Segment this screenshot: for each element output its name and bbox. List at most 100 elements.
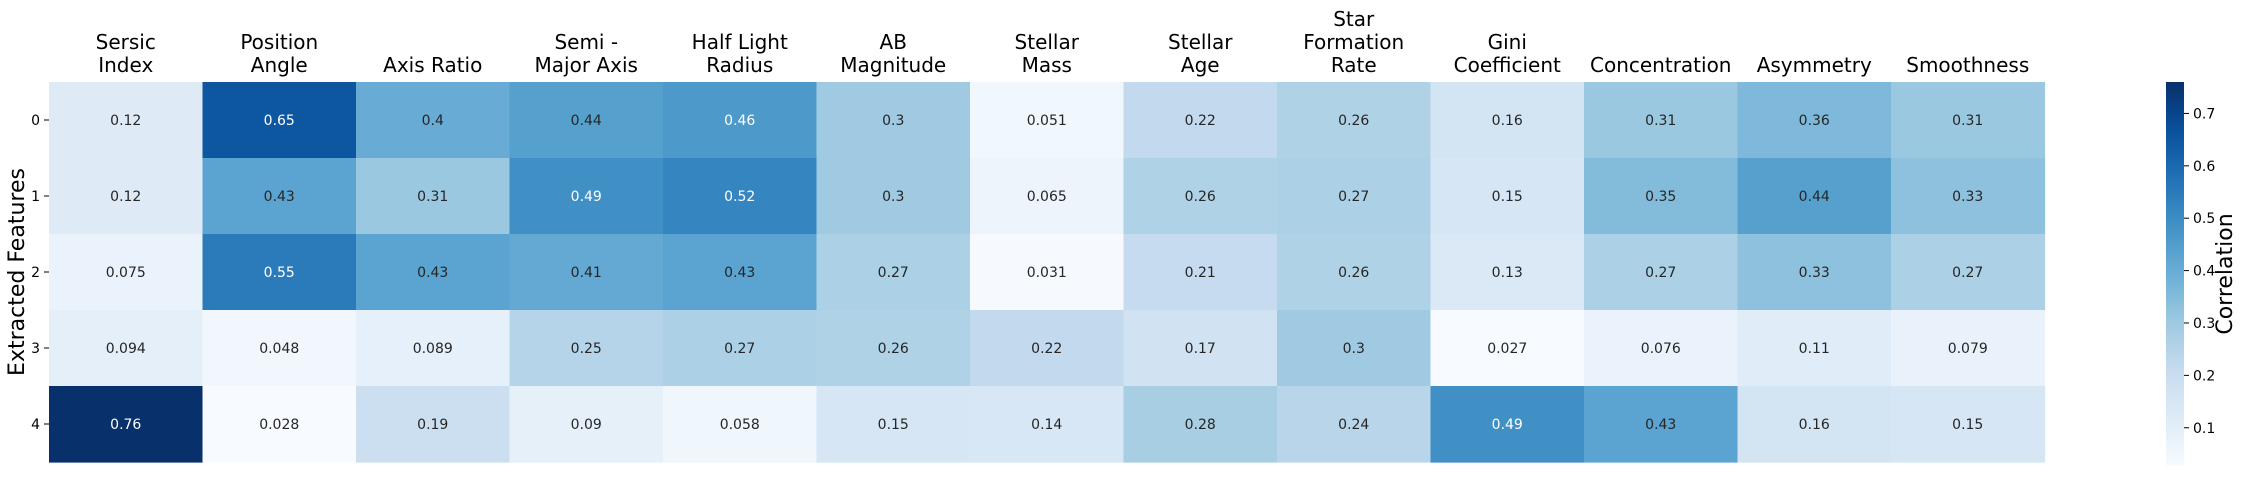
- column-header-label: Age: [1181, 53, 1220, 77]
- cell-value-label: 0.075: [106, 265, 146, 281]
- cell-value-label: 0.65: [264, 113, 295, 129]
- colorbar-tick-label: 0.4: [2193, 264, 2215, 280]
- heatmap-cell: [1277, 310, 1432, 387]
- cell-value-label: 0.26: [1338, 113, 1369, 129]
- cell-value-label: 0.22: [1031, 341, 1062, 357]
- cell-value-label: 0.26: [1185, 189, 1216, 205]
- column-header-label: Magnitude: [840, 53, 946, 77]
- heatmap-cell: [1891, 386, 2046, 463]
- cell-value-label: 0.17: [1185, 341, 1216, 357]
- heatmap-cell: [970, 82, 1125, 159]
- column-header-label: Stellar: [1168, 30, 1233, 54]
- heatmap-cell: [49, 82, 204, 159]
- heatmap-cell: [1891, 82, 2046, 159]
- cell-value-label: 0.44: [1799, 189, 1830, 205]
- column-header-label: Half Light: [692, 30, 788, 54]
- column-header-label: Radius: [706, 53, 773, 77]
- heatmap-cell: [1277, 386, 1432, 463]
- column-header-label: Smoothness: [1906, 53, 2029, 77]
- heatmap-cell: [1277, 234, 1432, 311]
- colorbar-tick-label: 0.5: [2193, 211, 2215, 227]
- cell-value-label: 0.13: [1492, 265, 1523, 281]
- column-header-label: Star: [1333, 7, 1375, 31]
- heatmap-cell: [663, 386, 818, 463]
- cell-value-label: 0.27: [724, 341, 755, 357]
- column-header-label: Mass: [1022, 53, 1072, 77]
- heatmap-cell: [1584, 310, 1739, 387]
- cell-value-label: 0.26: [878, 341, 909, 357]
- heatmap-cell: [202, 82, 357, 159]
- cell-value-label: 0.027: [1487, 341, 1527, 357]
- colorbar-tick-label: 0.1: [2193, 421, 2215, 437]
- heatmap-cell: [663, 158, 818, 235]
- cell-value-label: 0.15: [1952, 417, 1983, 433]
- cell-value-label: 0.26: [1338, 265, 1369, 281]
- heatmap-cell: [509, 310, 664, 387]
- heatmap-cell: [1584, 386, 1739, 463]
- heatmap-cell: [970, 386, 1125, 463]
- heatmap-cell: [202, 386, 357, 463]
- row-tick-label: 0: [31, 113, 40, 129]
- cell-value-label: 0.27: [1645, 265, 1676, 281]
- colorbar-tick-label: 0.3: [2193, 316, 2215, 332]
- heatmap-cell: [1277, 158, 1432, 235]
- colorbar-tick-label: 0.6: [2193, 159, 2215, 175]
- cell-value-label: 0.44: [571, 113, 602, 129]
- heatmap-cell: [663, 234, 818, 311]
- cell-value-label: 0.079: [1948, 341, 1988, 357]
- cell-value-label: 0.3: [882, 113, 904, 129]
- cell-value-label: 0.15: [878, 417, 909, 433]
- heatmap-cell: [1737, 82, 1892, 159]
- heatmap-cell: [356, 234, 511, 311]
- cell-value-label: 0.12: [110, 113, 141, 129]
- heatmap-cell: [49, 234, 204, 311]
- row-tick-label: 2: [31, 265, 40, 281]
- cell-value-label: 0.49: [1492, 417, 1523, 433]
- cell-value-label: 0.21: [1185, 265, 1216, 281]
- cell-value-label: 0.076: [1641, 341, 1681, 357]
- column-header-label: Asymmetry: [1757, 53, 1872, 77]
- heatmap-cell: [1584, 82, 1739, 159]
- row-tick-label: 3: [31, 341, 40, 357]
- heatmap-cell: [1430, 386, 1585, 463]
- heatmap-cell: [356, 386, 511, 463]
- cell-value-label: 0.36: [1799, 113, 1830, 129]
- heatmap-cell: [509, 234, 664, 311]
- column-header-label: Sersic: [96, 30, 156, 54]
- cell-value-label: 0.76: [110, 417, 141, 433]
- cell-value-label: 0.3: [882, 189, 904, 205]
- heatmap-cell: [49, 158, 204, 235]
- heatmap-cell: [202, 310, 357, 387]
- cell-value-label: 0.048: [259, 341, 299, 357]
- heatmap-cell: [1430, 234, 1585, 311]
- heatmap-cell: [1737, 158, 1892, 235]
- cell-value-label: 0.065: [1027, 189, 1067, 205]
- cell-value-label: 0.028: [259, 417, 299, 433]
- row-tick-label: 1: [31, 189, 40, 205]
- cell-value-label: 0.28: [1185, 417, 1216, 433]
- heatmap-cell: [356, 82, 511, 159]
- heatmap-cell: [816, 310, 971, 387]
- heatmap-cell: [356, 310, 511, 387]
- heatmap-cell: [1891, 234, 2046, 311]
- cell-value-label: 0.09: [571, 417, 602, 433]
- heatmap-cell: [1891, 310, 2046, 387]
- cell-value-label: 0.35: [1645, 189, 1676, 205]
- column-header-label: Concentration: [1590, 53, 1731, 77]
- cell-value-label: 0.43: [724, 265, 755, 281]
- column-header-label: AB: [880, 30, 907, 54]
- cell-value-label: 0.24: [1338, 417, 1369, 433]
- cell-value-label: 0.14: [1031, 417, 1062, 433]
- column-header-label: Coefficient: [1454, 53, 1561, 77]
- cell-value-label: 0.3: [1343, 341, 1365, 357]
- cell-value-label: 0.46: [724, 113, 755, 129]
- cell-value-label: 0.031: [1027, 265, 1067, 281]
- heatmap-cell: [202, 158, 357, 235]
- colorbar-tick-label: 0.2: [2193, 368, 2215, 384]
- heatmap-cell: [509, 158, 664, 235]
- heatmap-cell: [1123, 386, 1278, 463]
- cell-value-label: 0.089: [413, 341, 453, 357]
- y-axis-label: Extracted Features: [5, 168, 30, 376]
- column-header-label: Stellar: [1015, 30, 1080, 54]
- cell-value-label: 0.094: [106, 341, 146, 357]
